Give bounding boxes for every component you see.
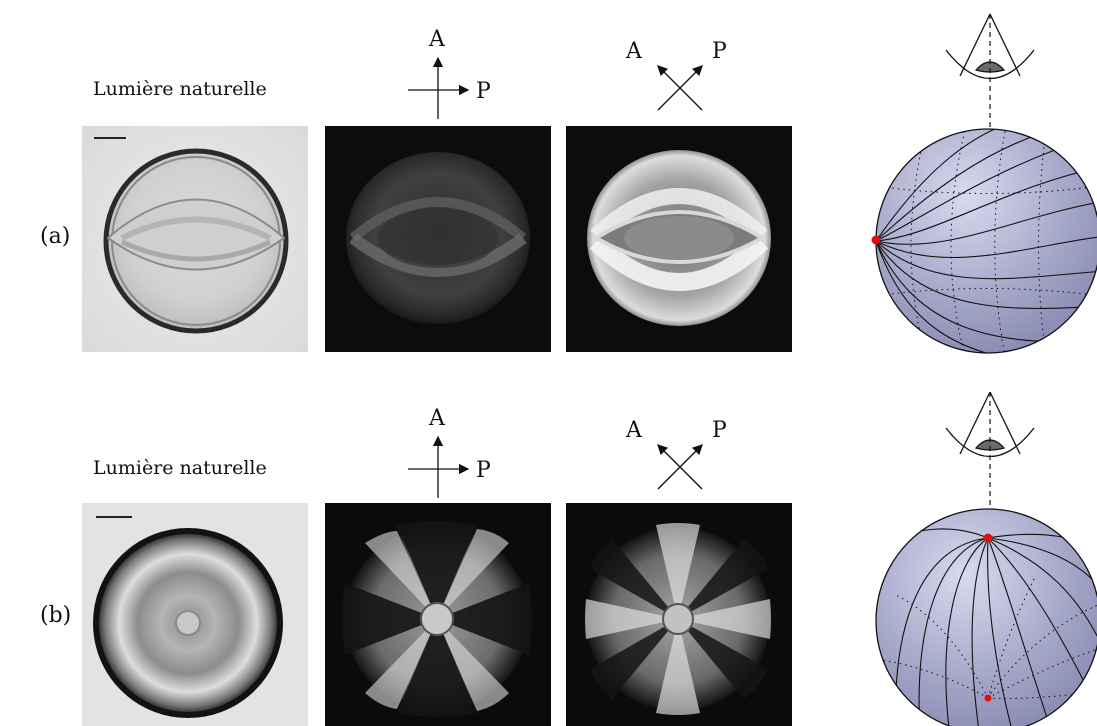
crossed-analyzer-label-b: A bbox=[625, 418, 643, 443]
analyzer-label-b: A bbox=[428, 406, 446, 431]
crossed-polarizer-label-a: P bbox=[712, 39, 727, 64]
micrograph-parallel-polarizers-b bbox=[325, 503, 551, 726]
parallel-polarizers-glyph-a: A P bbox=[400, 24, 510, 124]
director-sphere-diagram-a bbox=[866, 126, 1097, 366]
crossed-polarizers-glyph-a: A P bbox=[620, 30, 740, 120]
crossed-polarizers-glyph-b: A P bbox=[620, 409, 740, 499]
defect-marker-a bbox=[871, 235, 881, 245]
crossed-polarizer-label-b: P bbox=[712, 418, 727, 443]
row-label-a: (a) bbox=[40, 224, 71, 249]
row-label-b: (b) bbox=[40, 603, 72, 628]
natural-light-label-b: Lumière naturelle bbox=[93, 457, 267, 479]
micrograph-crossed-polarizers-a bbox=[566, 126, 792, 352]
eye-icon-b bbox=[940, 390, 1040, 508]
defect-marker-top-b bbox=[983, 533, 993, 543]
eye-icon-a bbox=[940, 12, 1040, 130]
micrograph-natural-light-b bbox=[82, 503, 308, 726]
micrograph-parallel-polarizers-a bbox=[325, 126, 551, 352]
micrograph-crossed-polarizers-b bbox=[566, 503, 792, 726]
parallel-polarizers-glyph-b: A P bbox=[400, 403, 510, 503]
polarizer-label-b: P bbox=[476, 458, 491, 483]
natural-light-label-a: Lumière naturelle bbox=[93, 78, 267, 100]
polarizer-label-a: P bbox=[476, 79, 491, 104]
defect-marker-bottom-b bbox=[984, 694, 992, 702]
crossed-analyzer-label-a: A bbox=[625, 39, 643, 64]
director-sphere-diagram-b bbox=[866, 505, 1097, 726]
analyzer-label-a: A bbox=[428, 27, 446, 52]
micrograph-natural-light-a bbox=[82, 126, 308, 352]
